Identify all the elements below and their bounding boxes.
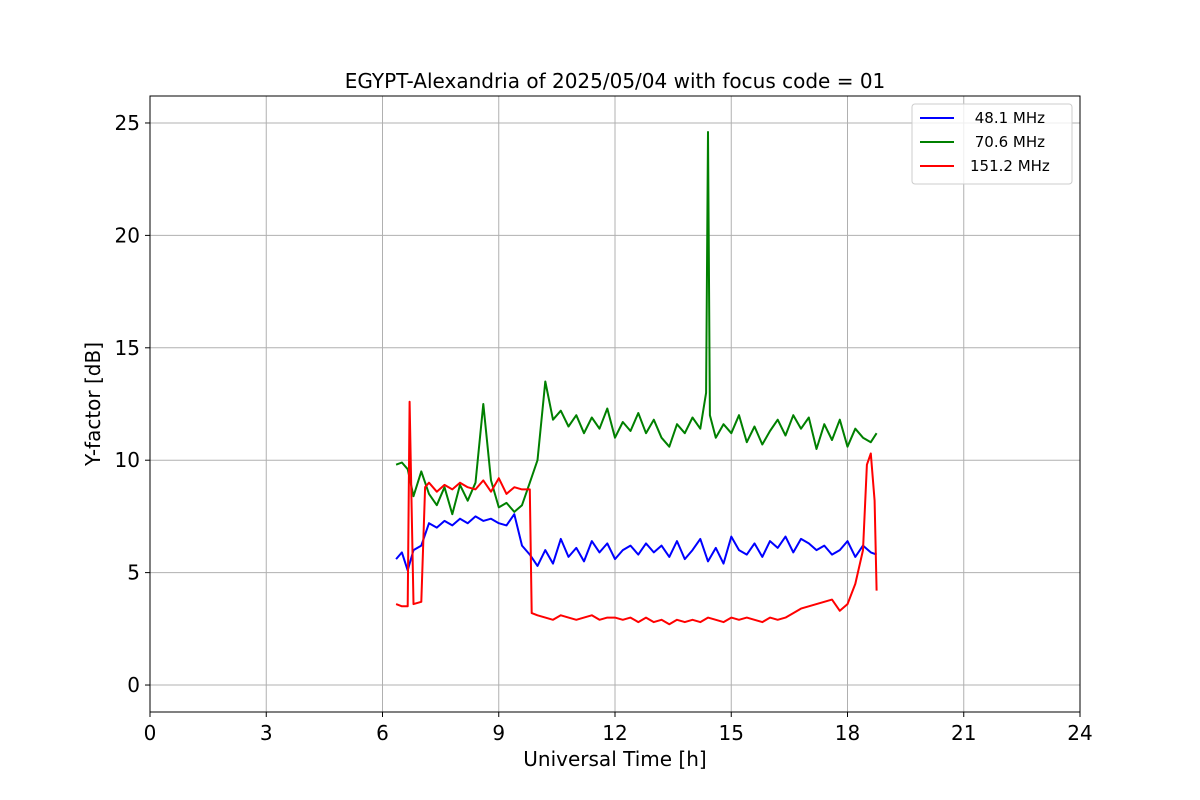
series-line-3 (395, 400, 878, 626)
series-line-1 (395, 513, 877, 572)
series-line-2 (395, 131, 878, 516)
y-tick-label: 10 (115, 448, 140, 472)
legend: 48.1 MHz 70.6 MHz 151.2 MHz (911, 103, 1073, 185)
plot-series (395, 131, 878, 626)
legend-label: 70.6 MHz (970, 133, 1045, 151)
y-axis-label: Y-factor [dB] (81, 342, 105, 467)
x-tick-label: 0 (144, 721, 157, 745)
x-tick-label: 12 (602, 721, 627, 745)
x-tick-label: 15 (719, 721, 744, 745)
x-tick-label: 9 (492, 721, 505, 745)
x-tick-label: 21 (951, 721, 976, 745)
y-tick-label: 25 (115, 111, 140, 135)
x-tick-label: 18 (835, 721, 860, 745)
chart-title: EGYPT-Alexandria of 2025/05/04 with focu… (345, 69, 886, 93)
x-axis-label: Universal Time [h] (523, 747, 706, 771)
y-tick-label: 15 (115, 336, 140, 360)
x-tick-label: 3 (260, 721, 273, 745)
legend-label: 48.1 MHz (970, 109, 1045, 127)
legend-label: 151.2 MHz (970, 157, 1050, 175)
y-tick-label: 20 (115, 223, 140, 247)
x-tick-label: 6 (376, 721, 389, 745)
y-tick-label: 5 (127, 561, 140, 585)
x-axis-ticks: 0 3 6 9 12 15 18 21 24 (144, 712, 1093, 745)
x-tick-label: 24 (1067, 721, 1092, 745)
y-tick-label: 0 (127, 673, 140, 697)
y-axis-ticks: 0 5 10 15 20 25 (115, 111, 150, 697)
legend-box (911, 103, 1073, 185)
